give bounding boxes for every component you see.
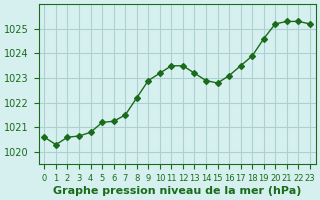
X-axis label: Graphe pression niveau de la mer (hPa): Graphe pression niveau de la mer (hPa)	[53, 186, 301, 196]
